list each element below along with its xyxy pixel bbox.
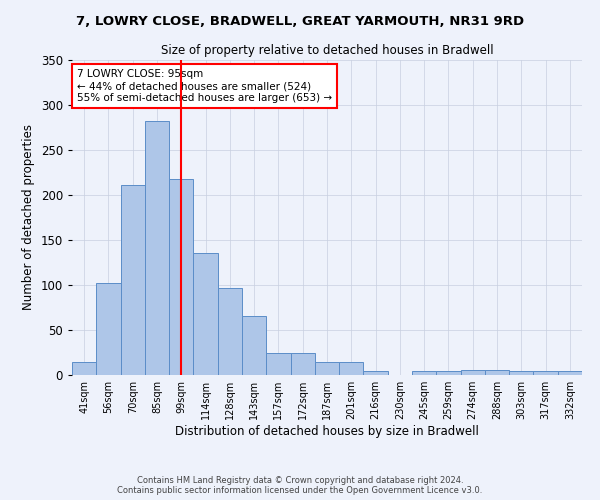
Bar [364,372,388,375]
Bar [218,288,242,375]
Bar [242,316,266,375]
Bar [461,370,485,375]
Bar [339,362,364,375]
Bar [412,370,436,375]
Bar [436,370,461,375]
Bar [169,179,193,375]
Bar [558,372,582,375]
Bar [315,362,339,375]
Text: 7 LOWRY CLOSE: 95sqm
← 44% of detached houses are smaller (524)
55% of semi-deta: 7 LOWRY CLOSE: 95sqm ← 44% of detached h… [77,70,332,102]
Text: Contains HM Land Registry data © Crown copyright and database right 2024.
Contai: Contains HM Land Registry data © Crown c… [118,476,482,495]
Bar [193,252,218,375]
Bar [485,370,509,375]
Title: Size of property relative to detached houses in Bradwell: Size of property relative to detached ho… [161,44,493,58]
Bar [145,121,169,375]
Bar [72,362,96,375]
Bar [533,372,558,375]
Y-axis label: Number of detached properties: Number of detached properties [22,124,35,310]
Bar [266,352,290,375]
Bar [121,185,145,375]
Bar [290,352,315,375]
Bar [509,370,533,375]
Text: 7, LOWRY CLOSE, BRADWELL, GREAT YARMOUTH, NR31 9RD: 7, LOWRY CLOSE, BRADWELL, GREAT YARMOUTH… [76,15,524,28]
Bar [96,283,121,375]
X-axis label: Distribution of detached houses by size in Bradwell: Distribution of detached houses by size … [175,425,479,438]
